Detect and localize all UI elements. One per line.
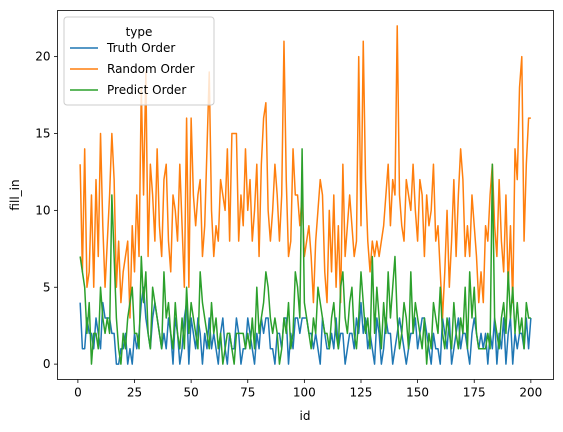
- y-tick-label: 15: [35, 127, 50, 141]
- legend-items: Truth Order Random Order Predict Order: [70, 41, 195, 97]
- legend-label: Random Order: [107, 62, 195, 76]
- x-tick-label: 25: [127, 386, 142, 400]
- x-tick-label: 175: [463, 386, 486, 400]
- y-tick-label: 0: [43, 357, 51, 371]
- x-axis: 0 25 50 75 100 125 150 175 200: [74, 379, 542, 400]
- y-axis: 0 5 10 15 20: [35, 50, 58, 371]
- legend: type Truth Order Random Order Predict Orde…: [63, 16, 215, 106]
- x-tick-label: 200: [519, 386, 542, 400]
- series-layer: [79, 25, 532, 365]
- x-axis-label: id: [300, 409, 311, 423]
- y-axis-label: fill_in: [8, 179, 22, 210]
- legend-label: Predict Order: [107, 83, 186, 97]
- x-tick-label: 50: [183, 386, 198, 400]
- y-tick-label: 10: [35, 203, 50, 217]
- x-tick-label: 100: [293, 386, 316, 400]
- series-line-random-order: [79, 25, 531, 319]
- x-tick-label: 150: [406, 386, 429, 400]
- axes-border: [57, 10, 554, 380]
- legend-title: type: [126, 25, 153, 39]
- legend-label: Truth Order: [106, 41, 175, 55]
- legend-box: [63, 16, 215, 106]
- y-tick-label: 20: [35, 50, 50, 64]
- x-tick-label: 125: [350, 386, 373, 400]
- x-tick-label: 0: [74, 386, 82, 400]
- x-tick-label: 75: [240, 386, 255, 400]
- series-line-predict-order: [79, 148, 531, 365]
- y-tick-label: 5: [43, 280, 51, 294]
